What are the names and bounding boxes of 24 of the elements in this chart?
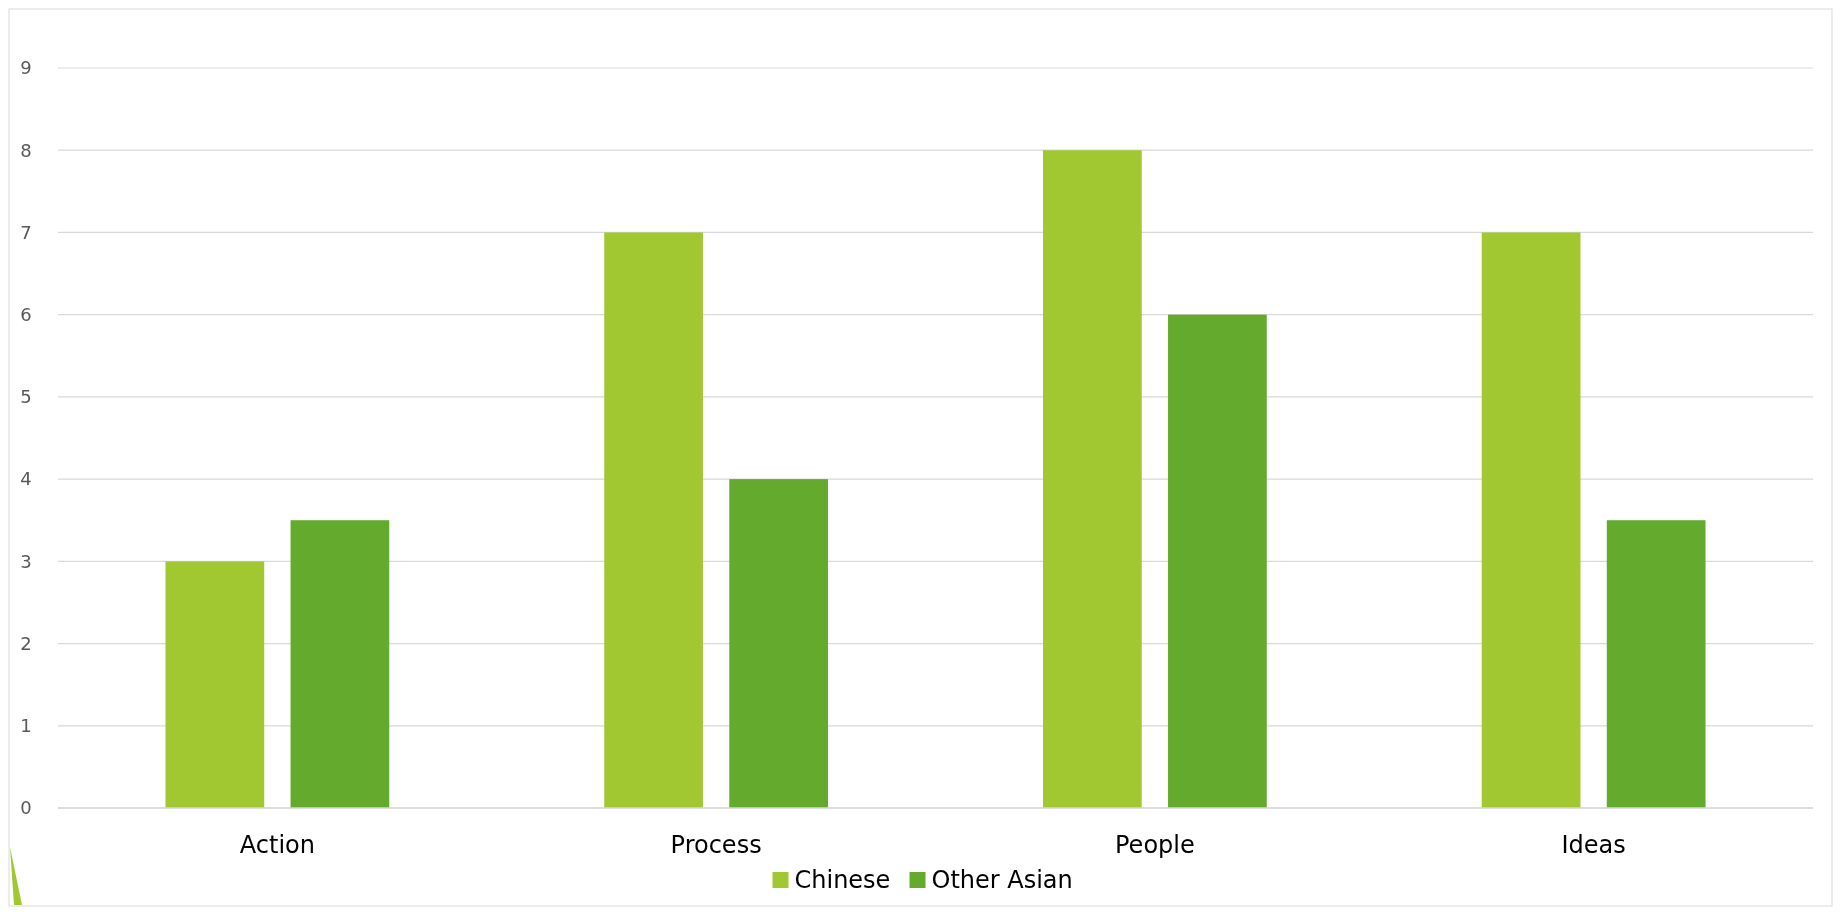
bar bbox=[1481, 232, 1581, 808]
y-tick-label: 0 bbox=[20, 797, 32, 819]
y-tick-label: 1 bbox=[20, 715, 32, 737]
y-tick-label: 5 bbox=[20, 386, 32, 408]
x-tick-label: People bbox=[1115, 831, 1195, 859]
bar bbox=[729, 479, 829, 808]
legend-label: Chinese bbox=[794, 866, 891, 895]
y-tick-label: 6 bbox=[20, 303, 32, 325]
y-tick-label: 2 bbox=[20, 632, 32, 654]
y-tick-label: 9 bbox=[20, 57, 32, 79]
x-tick-label: Ideas bbox=[1561, 831, 1626, 859]
bar bbox=[1606, 520, 1706, 808]
x-tick-label: Action bbox=[239, 831, 315, 859]
y-tick-label: 8 bbox=[20, 139, 32, 161]
y-tick-label: 4 bbox=[20, 468, 32, 490]
bar bbox=[1042, 150, 1142, 808]
bar bbox=[604, 232, 703, 808]
y-tick-label: 3 bbox=[20, 550, 32, 572]
bar bbox=[290, 520, 390, 808]
bar bbox=[1168, 314, 1267, 808]
y-tick-label: 7 bbox=[20, 221, 32, 243]
legend-label: Other Asian bbox=[931, 866, 1073, 895]
x-tick-label: Process bbox=[670, 831, 762, 859]
bar bbox=[165, 561, 265, 808]
